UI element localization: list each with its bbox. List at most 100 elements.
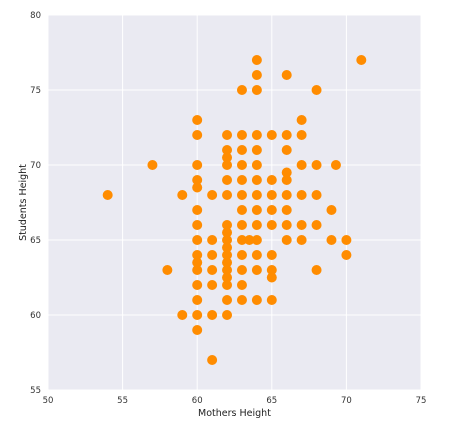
data-point	[266, 205, 277, 215]
data-point	[281, 145, 292, 155]
x-tick-labels: 50 55 60 65 70 75	[43, 396, 427, 406]
y-tick-label: 70	[30, 161, 41, 171]
data-point	[207, 280, 218, 290]
y-tick-label: 55	[30, 386, 41, 396]
data-point	[222, 130, 233, 140]
data-point	[311, 220, 322, 230]
data-point	[281, 175, 292, 185]
y-tick-labels: 55 60 65 70 75 80	[30, 11, 41, 396]
data-point	[222, 295, 233, 305]
data-point	[266, 295, 277, 305]
data-point	[281, 70, 292, 80]
data-point	[207, 355, 218, 365]
data-point	[296, 220, 307, 230]
data-point	[192, 182, 203, 193]
data-point	[251, 70, 262, 80]
x-tick-label: 55	[117, 396, 128, 406]
data-point	[296, 190, 307, 200]
data-point	[251, 295, 262, 305]
data-point	[222, 257, 233, 268]
data-point	[266, 220, 277, 230]
x-tick-label: 50	[43, 396, 54, 406]
data-point	[266, 265, 277, 275]
data-point	[192, 325, 203, 335]
data-point	[236, 160, 247, 170]
data-point	[311, 85, 322, 95]
data-point	[251, 250, 262, 260]
data-point	[236, 130, 247, 140]
data-point	[341, 235, 352, 245]
data-point	[222, 175, 233, 185]
data-point	[244, 235, 255, 245]
data-point	[207, 190, 218, 200]
y-tick-label: 65	[30, 236, 41, 246]
data-point	[192, 130, 203, 140]
data-point	[222, 250, 233, 260]
data-point	[251, 175, 262, 185]
data-point	[222, 280, 233, 290]
plot-background	[48, 15, 421, 390]
data-point	[236, 175, 247, 185]
data-point	[266, 130, 277, 140]
data-point	[222, 190, 233, 200]
data-point	[311, 265, 322, 275]
data-point	[266, 272, 277, 283]
data-point	[296, 130, 307, 140]
data-point	[222, 227, 233, 238]
data-point	[236, 280, 247, 290]
data-point	[281, 190, 292, 200]
grid-lines	[47, 14, 422, 391]
data-point	[356, 55, 367, 65]
data-point	[222, 265, 233, 275]
data-point	[266, 190, 277, 200]
data-point	[251, 220, 262, 230]
data-point	[281, 167, 292, 178]
data-point	[326, 235, 337, 245]
data-point	[251, 190, 262, 200]
data-point	[222, 220, 233, 230]
data-point	[251, 265, 262, 275]
data-point	[326, 205, 337, 215]
data-point	[236, 295, 247, 305]
x-tick-label: 65	[266, 396, 277, 406]
data-point	[147, 160, 158, 170]
data-point	[192, 295, 203, 305]
data-point	[236, 250, 247, 260]
data-point	[222, 310, 233, 320]
data-point	[311, 190, 322, 200]
data-point	[251, 160, 262, 170]
data-point	[192, 235, 203, 245]
data-point	[236, 235, 247, 245]
data-point	[222, 160, 233, 170]
data-point	[192, 205, 203, 215]
data-point	[296, 115, 307, 125]
x-tick-label: 60	[192, 396, 203, 406]
data-point	[207, 235, 218, 245]
x-axis-label: Mothers Height	[198, 408, 271, 419]
y-tick-label: 60	[30, 311, 41, 321]
data-point	[222, 235, 233, 245]
data-point	[207, 310, 218, 320]
data-point	[192, 257, 203, 268]
data-point	[192, 265, 203, 275]
y-axis-label: Students Height	[18, 164, 29, 241]
data-point	[192, 160, 203, 170]
data-point	[311, 160, 322, 170]
data-point	[341, 250, 352, 260]
data-point	[222, 145, 233, 155]
data-point	[296, 235, 307, 245]
data-point	[192, 280, 203, 290]
data-point	[236, 145, 247, 155]
data-point	[266, 250, 277, 260]
data-point	[207, 265, 218, 275]
data-point	[251, 130, 262, 140]
data-point	[207, 250, 218, 260]
data-point	[281, 235, 292, 245]
data-point	[177, 310, 188, 320]
data-point	[192, 175, 203, 185]
data-point	[281, 130, 292, 140]
y-tick-label: 80	[30, 11, 41, 21]
data-point	[222, 272, 233, 283]
data-point	[222, 152, 233, 163]
